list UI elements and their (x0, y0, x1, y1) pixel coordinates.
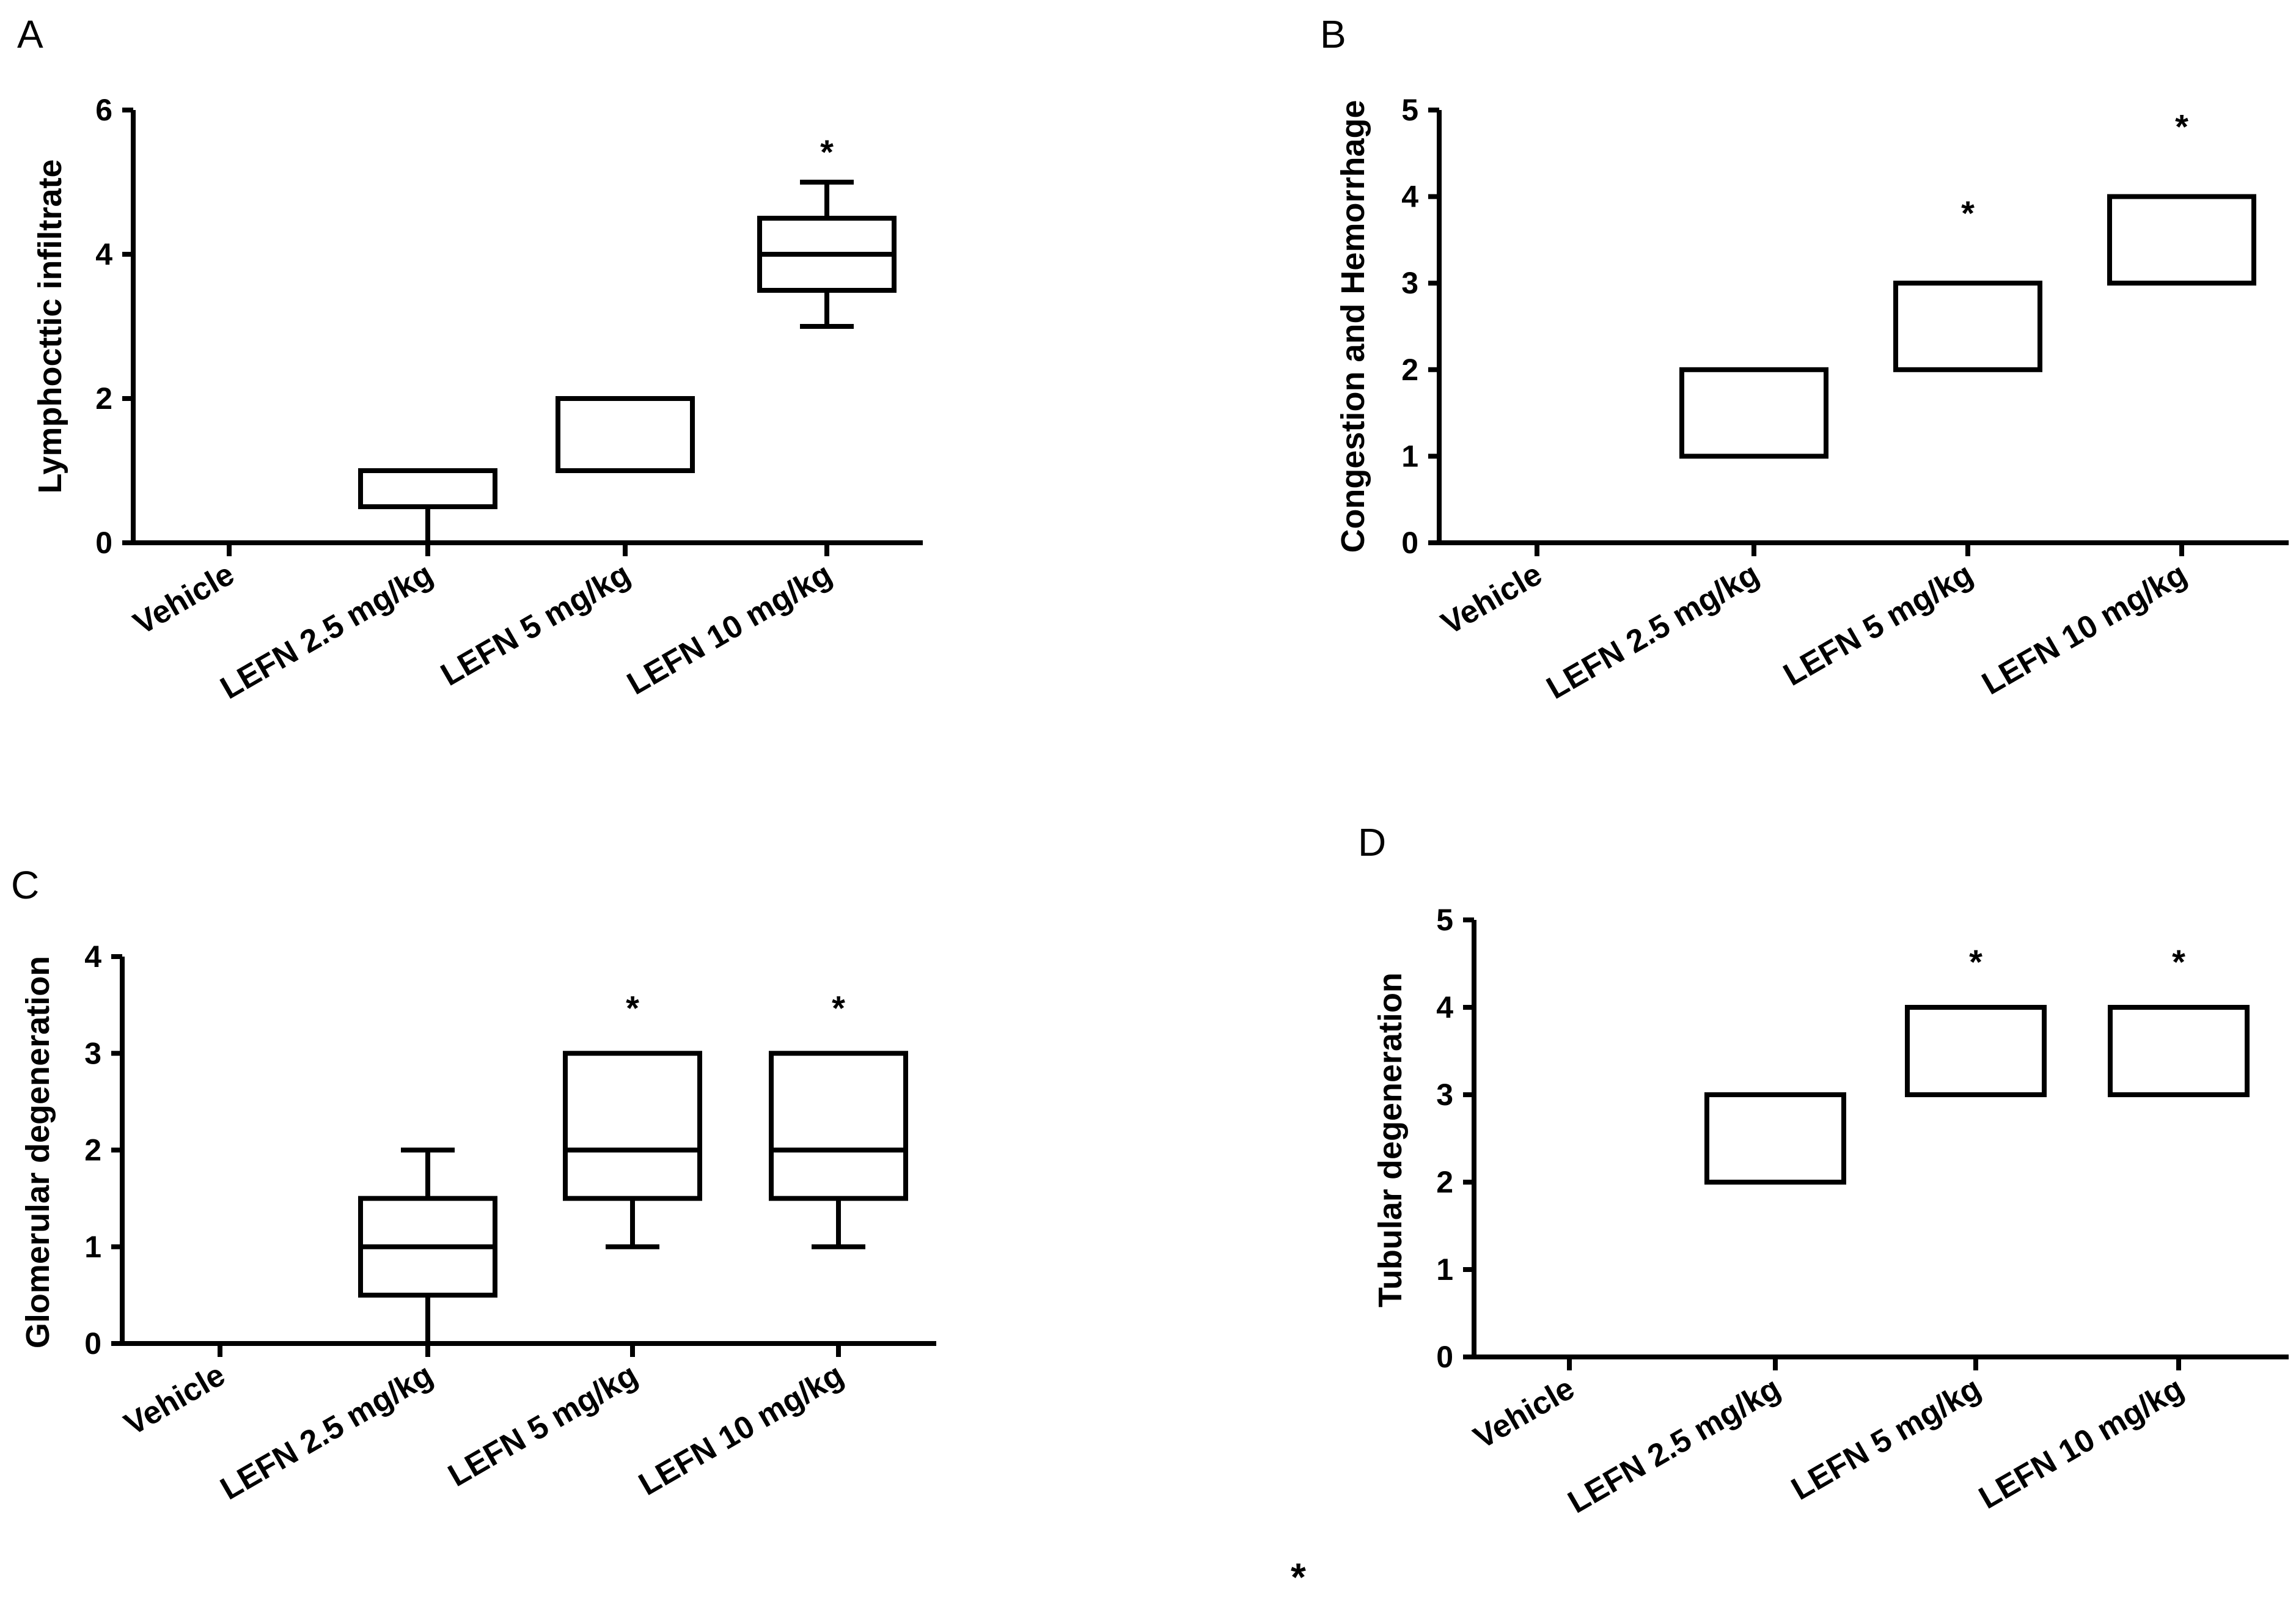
y-tick-label: 4 (84, 939, 101, 974)
y-tick-label: 0 (84, 1326, 101, 1361)
x-category-label: LEFN 10 mg/kg (1973, 1370, 2190, 1516)
box-rect (1704, 1092, 1846, 1185)
y-tick-label: 0 (95, 526, 112, 560)
y-tick-label: 3 (1436, 1078, 1453, 1112)
x-category-label: LEFN 10 mg/kg (633, 1357, 849, 1502)
y-tick-label: 0 (1401, 526, 1418, 560)
y-axis-label: Lymphocttic infiltrate (32, 159, 68, 493)
panel-letter: D (1358, 820, 1386, 864)
y-axis-label: Congestion and Hemorrhage (1335, 100, 1371, 553)
y-tick-label: 5 (1401, 93, 1418, 127)
footnote-asterisk: * (1291, 1555, 1306, 1599)
significance-star: * (626, 988, 639, 1027)
x-category-label: LEFN 10 mg/kg (622, 556, 838, 702)
y-tick-label: 0 (1436, 1340, 1453, 1374)
x-category-label: LEFN 2.5 mg/kg (1562, 1370, 1786, 1520)
y-tick-label: 4 (95, 237, 112, 271)
x-category-label: Vehicle (1436, 556, 1548, 642)
y-axis-label: Tubular degeneration (1372, 972, 1409, 1307)
x-category-label: LEFN 5 mg/kg (1778, 556, 1979, 693)
y-tick-label: 2 (84, 1133, 101, 1167)
y-tick-label: 1 (1436, 1252, 1453, 1287)
panel-letter: C (11, 863, 39, 907)
box-rect (1679, 367, 1828, 459)
panel-letter: B (1320, 12, 1346, 56)
significance-star: * (1961, 194, 1975, 232)
x-category-label: LEFN 10 mg/kg (1976, 556, 2193, 702)
y-tick-label: 3 (1401, 266, 1418, 300)
box-rect (563, 1051, 702, 1201)
significance-star: * (1969, 943, 1982, 981)
y-tick-label: 1 (84, 1230, 101, 1264)
significance-star: * (2172, 943, 2185, 981)
y-tick-label: 1 (1401, 439, 1418, 473)
significance-star: * (2175, 108, 2188, 146)
y-tick-label: 6 (95, 93, 112, 127)
significance-star: * (820, 133, 834, 171)
y-tick-label: 2 (1401, 353, 1418, 387)
panel-letter: A (17, 12, 43, 56)
x-category-label: LEFN 5 mg/kg (1786, 1370, 1987, 1507)
box-rect (1893, 281, 2042, 372)
x-category-label: Vehicle (119, 1357, 231, 1443)
x-category-label: LEFN 5 mg/kg (442, 1357, 644, 1494)
y-tick-label: 4 (1401, 180, 1418, 214)
x-category-label: LEFN 2.5 mg/kg (1541, 556, 1765, 706)
x-category-label: Vehicle (128, 556, 240, 642)
y-tick-label: 4 (1436, 990, 1453, 1024)
x-category-label: LEFN 2.5 mg/kg (215, 1357, 439, 1507)
x-category-label: Vehicle (1468, 1370, 1580, 1456)
box-rect (2108, 1005, 2250, 1097)
y-axis-label: Glomerular degeneration (20, 956, 56, 1348)
box-rect (358, 468, 497, 509)
box-rect (769, 1051, 908, 1201)
box-rect (1905, 1005, 2047, 1097)
y-tick-label: 2 (95, 381, 112, 416)
box-rect (556, 396, 695, 473)
box-rect (2107, 194, 2256, 286)
y-tick-label: 2 (1436, 1165, 1453, 1199)
x-category-label: LEFN 5 mg/kg (435, 556, 636, 693)
x-category-label: LEFN 2.5 mg/kg (215, 556, 439, 706)
significance-star: * (832, 988, 845, 1027)
y-tick-label: 3 (84, 1036, 101, 1070)
y-tick-label: 5 (1436, 903, 1453, 937)
